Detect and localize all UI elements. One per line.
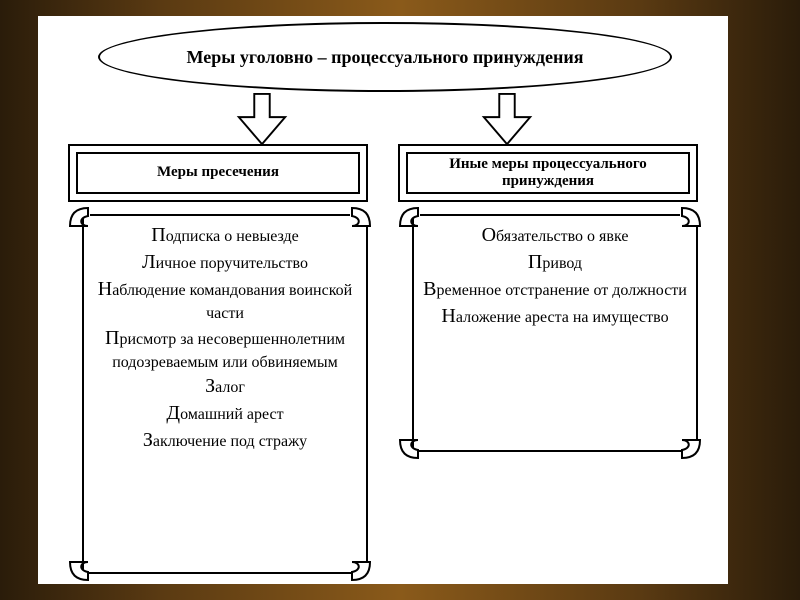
list-item-text: одписка о невыезде	[166, 228, 299, 245]
list-item: Присмотр за несовершеннолетним подозрева…	[90, 325, 360, 374]
list-item: Временное отстранение от должности	[420, 276, 690, 303]
list-item-text: рисмотр за несовершеннолетним подозревае…	[112, 331, 345, 371]
scroll-curl-icon	[398, 438, 420, 460]
title-oval: Меры уголовно – процессуального принужде…	[98, 22, 672, 92]
arrow-down-left	[233, 92, 291, 148]
drop-cap: Н	[441, 305, 455, 327]
list-item-text: омашний арест	[180, 406, 284, 423]
list-item-text: ривод	[542, 255, 582, 272]
list-item: Домашний арест	[90, 400, 360, 427]
drop-cap: З	[143, 429, 153, 451]
drop-cap: О	[482, 224, 496, 246]
column-header-left: Меры пресечения	[68, 144, 368, 202]
list-item: Залог	[90, 373, 360, 400]
list-item-text: аключение под стражу	[153, 433, 307, 450]
scroll-left-items: Подписка о невыездеЛичное поручительство…	[90, 222, 360, 566]
list-item: Заключение под стражу	[90, 427, 360, 454]
list-item: Обязательство о явке	[420, 222, 690, 249]
list-item-text: аложение ареста на имущество	[456, 309, 669, 326]
drop-cap: Д	[166, 402, 180, 424]
list-item-text: бязательство о явке	[496, 228, 628, 245]
slide-page: Меры уголовно – процессуального принужде…	[38, 16, 728, 584]
drop-cap: П	[528, 251, 542, 273]
slide-background: Меры уголовно – процессуального принужде…	[0, 0, 800, 600]
scroll-curl-icon	[398, 206, 420, 228]
drop-cap: В	[423, 278, 436, 300]
list-item-text: ременное отстранение от должности	[436, 282, 686, 299]
drop-cap: П	[151, 224, 165, 246]
scroll-right-topedge	[420, 214, 680, 216]
drop-cap: Н	[98, 278, 112, 300]
scroll-panel-right: Обязательство о явкеПриводВременное отст…	[398, 206, 698, 460]
scroll-curl-icon	[68, 206, 90, 228]
title-text: Меры уголовно – процессуального принужде…	[187, 47, 584, 68]
scroll-panel-left: Подписка о невыездеЛичное поручительство…	[68, 206, 368, 582]
list-item: Наложение ареста на имущество	[420, 303, 690, 330]
list-item-text: аблюдение командования воинской части	[112, 282, 352, 322]
list-item: Привод	[420, 249, 690, 276]
drop-cap: П	[105, 327, 119, 349]
scroll-left-topedge	[90, 214, 350, 216]
column-header-left-label: Меры пресечения	[76, 152, 360, 194]
list-item-text: алог	[215, 379, 245, 396]
drop-cap: Л	[142, 251, 156, 273]
list-item-text: ичное поручительство	[156, 255, 308, 272]
column-header-right: Иные меры процессуального принуждения	[398, 144, 698, 202]
list-item: Личное поручительство	[90, 249, 360, 276]
scroll-curl-icon	[68, 560, 90, 582]
scroll-right-items: Обязательство о явкеПриводВременное отст…	[420, 222, 690, 444]
list-item: Подписка о невыезде	[90, 222, 360, 249]
drop-cap: З	[205, 375, 215, 397]
list-item: Наблюдение командования воинской части	[90, 276, 360, 325]
column-header-right-label: Иные меры процессуального принуждения	[406, 152, 690, 194]
arrow-down-right	[478, 92, 536, 148]
